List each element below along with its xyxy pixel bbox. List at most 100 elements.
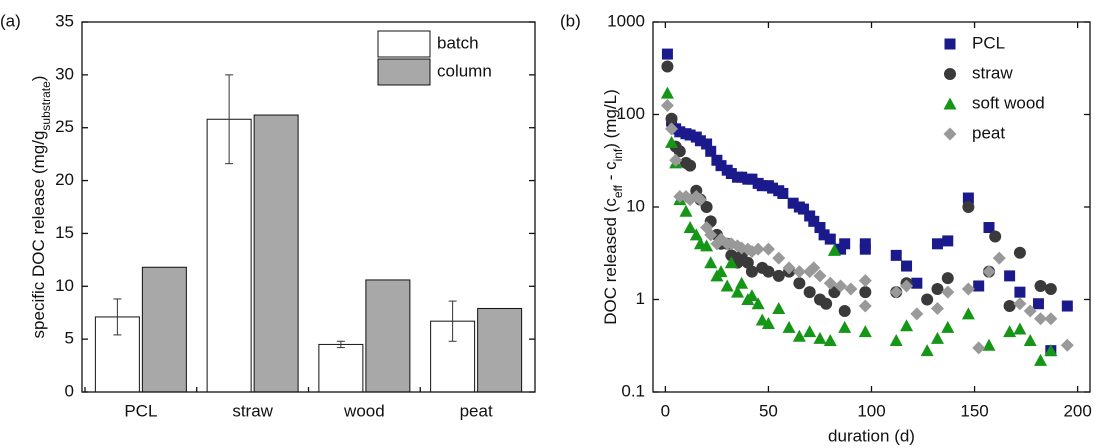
data-point xyxy=(839,238,851,250)
data-point xyxy=(714,265,728,278)
bar xyxy=(141,266,187,393)
data-point xyxy=(761,317,775,330)
y-axis-label-part: DOC released (c xyxy=(601,198,620,325)
data-point xyxy=(814,222,826,234)
y-axis-label-part: substrate xyxy=(39,81,53,131)
data-point xyxy=(931,282,944,295)
data-point xyxy=(683,221,697,234)
y-tick-label: 1000 xyxy=(607,11,645,30)
data-point xyxy=(1061,300,1073,312)
y-axis-label-part: ) xyxy=(29,76,48,82)
data-point xyxy=(844,282,858,296)
data-point xyxy=(669,153,683,167)
x-tick-label: PCL xyxy=(124,401,157,420)
data-point xyxy=(751,297,765,310)
x-tick-label: wood xyxy=(343,401,385,420)
y-tick-label: 1 xyxy=(636,289,645,308)
data-point xyxy=(1003,300,1016,313)
data-point xyxy=(982,338,996,351)
data-point xyxy=(761,242,775,256)
data-point xyxy=(689,228,703,241)
x-tick-label: 50 xyxy=(759,401,778,420)
data-point xyxy=(808,215,820,227)
data-point xyxy=(1032,298,1044,310)
data-point xyxy=(858,274,872,288)
data-point xyxy=(767,182,779,194)
y-axis-label-part: eff xyxy=(611,184,625,198)
x-tick-label: 200 xyxy=(1063,401,1091,420)
y-axis-label: DOC released (ceff - cinf) (mg/L) xyxy=(601,89,625,325)
legend-label: PCL xyxy=(972,33,1005,52)
data-point xyxy=(704,256,718,269)
data-point xyxy=(1023,334,1037,347)
data-point xyxy=(813,269,827,283)
data-point xyxy=(772,301,786,314)
data-point xyxy=(1044,312,1058,326)
data-point xyxy=(1034,279,1047,292)
y-tick-label: 15 xyxy=(55,223,74,242)
y-axis-label: specific DOC release (mg/gsubstrate) xyxy=(29,76,53,339)
error-bar xyxy=(225,74,234,165)
data-point xyxy=(901,260,913,272)
y-tick-label: 20 xyxy=(55,170,74,189)
legend-label: peat xyxy=(972,123,1005,142)
data-point xyxy=(911,277,923,289)
data-point xyxy=(900,319,914,332)
legend-marker xyxy=(943,97,957,110)
data-point xyxy=(973,280,985,292)
data-point xyxy=(920,344,934,357)
data-point xyxy=(745,289,759,302)
error-bar xyxy=(113,298,122,336)
x-tick-label: straw xyxy=(232,401,273,420)
plot-frame xyxy=(81,21,536,393)
y-tick-label: 0.1 xyxy=(621,381,645,400)
data-point xyxy=(834,279,848,293)
x-axis-label: duration (d) xyxy=(828,426,915,445)
data-point xyxy=(782,320,796,333)
legend-label: soft wood xyxy=(972,93,1045,112)
data-point xyxy=(823,276,837,290)
data-point xyxy=(838,320,852,333)
data-point xyxy=(762,265,775,278)
data-point xyxy=(930,301,944,315)
data-point xyxy=(961,282,975,296)
data-point xyxy=(838,305,851,318)
data-point xyxy=(1013,246,1026,259)
data-point xyxy=(720,279,734,292)
data-point xyxy=(890,249,902,261)
data-point xyxy=(930,331,944,344)
data-point xyxy=(684,159,697,172)
data-point xyxy=(900,279,914,293)
data-point xyxy=(818,229,830,241)
data-point xyxy=(1013,297,1027,311)
data-point xyxy=(660,86,674,99)
panel-label: (a) xyxy=(0,11,21,30)
legend-label: batch xyxy=(437,33,479,52)
legend-label: column xyxy=(437,61,492,80)
data-point xyxy=(746,173,758,185)
legend-marker xyxy=(944,68,956,80)
data-point xyxy=(705,145,717,157)
data-point xyxy=(961,307,975,320)
data-point xyxy=(1034,353,1048,366)
data-point xyxy=(715,160,727,172)
bar xyxy=(206,118,252,393)
data-point xyxy=(1060,338,1074,352)
data-point xyxy=(665,135,679,148)
plot-frame xyxy=(652,21,1091,393)
data-point xyxy=(962,201,975,213)
legend-marker xyxy=(944,38,956,50)
error-bar xyxy=(448,300,457,342)
data-point xyxy=(787,197,799,209)
data-point xyxy=(673,145,686,158)
data-point xyxy=(827,243,841,256)
legend-label: straw xyxy=(972,63,1013,82)
data-point xyxy=(665,112,678,125)
data-point xyxy=(803,325,817,338)
data-point xyxy=(792,265,806,279)
data-point xyxy=(824,233,836,245)
data-point xyxy=(777,187,789,199)
data-point xyxy=(724,256,738,269)
data-point xyxy=(694,135,706,147)
data-point xyxy=(741,256,754,269)
